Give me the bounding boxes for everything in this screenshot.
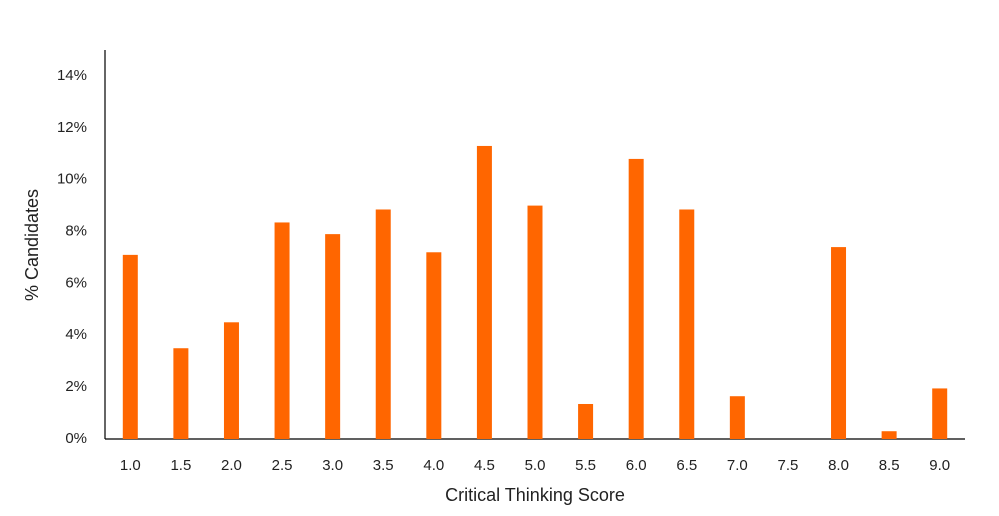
y-tick-label: 0% (65, 430, 87, 447)
x-tick-label: 5.0 (525, 457, 546, 474)
y-tick-label: 10% (57, 171, 87, 188)
x-tick-label: 6.5 (676, 457, 697, 474)
bar (122, 254, 138, 439)
x-axis-title: Critical Thinking Score (445, 485, 625, 505)
x-tick-label: 2.5 (272, 457, 293, 474)
bar (831, 247, 847, 439)
x-tick-label: 2.0 (221, 457, 242, 474)
y-tick-label: 12% (57, 119, 87, 136)
x-tick-label: 4.0 (423, 457, 444, 474)
y-tick-label: 14% (57, 67, 87, 84)
x-tick-label: 8.0 (828, 457, 849, 474)
bar (325, 234, 341, 439)
bar (476, 145, 492, 439)
bar (729, 396, 745, 439)
x-tick-label: 8.5 (879, 457, 900, 474)
x-tick-label: 1.5 (170, 457, 191, 474)
y-tick-label: 8% (65, 223, 87, 240)
x-tick-label: 7.5 (778, 457, 799, 474)
y-tick-label: 2% (65, 378, 87, 395)
bar (527, 205, 543, 439)
bar (375, 209, 391, 439)
bar (628, 158, 644, 440)
y-tick-label: 6% (65, 274, 87, 291)
x-tick-label: 4.5 (474, 457, 495, 474)
bar (578, 403, 594, 439)
x-tick-label: 7.0 (727, 457, 748, 474)
bar (173, 348, 189, 439)
x-tick-label: 6.0 (626, 457, 647, 474)
bar (679, 209, 695, 439)
x-tick-label: 3.5 (373, 457, 394, 474)
bar (932, 388, 948, 439)
y-axis-title: % Candidates (22, 189, 42, 301)
bar (426, 252, 442, 439)
y-tick-label: 4% (65, 326, 87, 343)
x-tick-label: 1.0 (120, 457, 141, 474)
x-tick-label: 9.0 (929, 457, 950, 474)
bar (223, 322, 239, 439)
bar (881, 431, 897, 439)
x-tick-label: 5.5 (575, 457, 596, 474)
x-tick-label: 3.0 (322, 457, 343, 474)
bar (274, 222, 290, 439)
